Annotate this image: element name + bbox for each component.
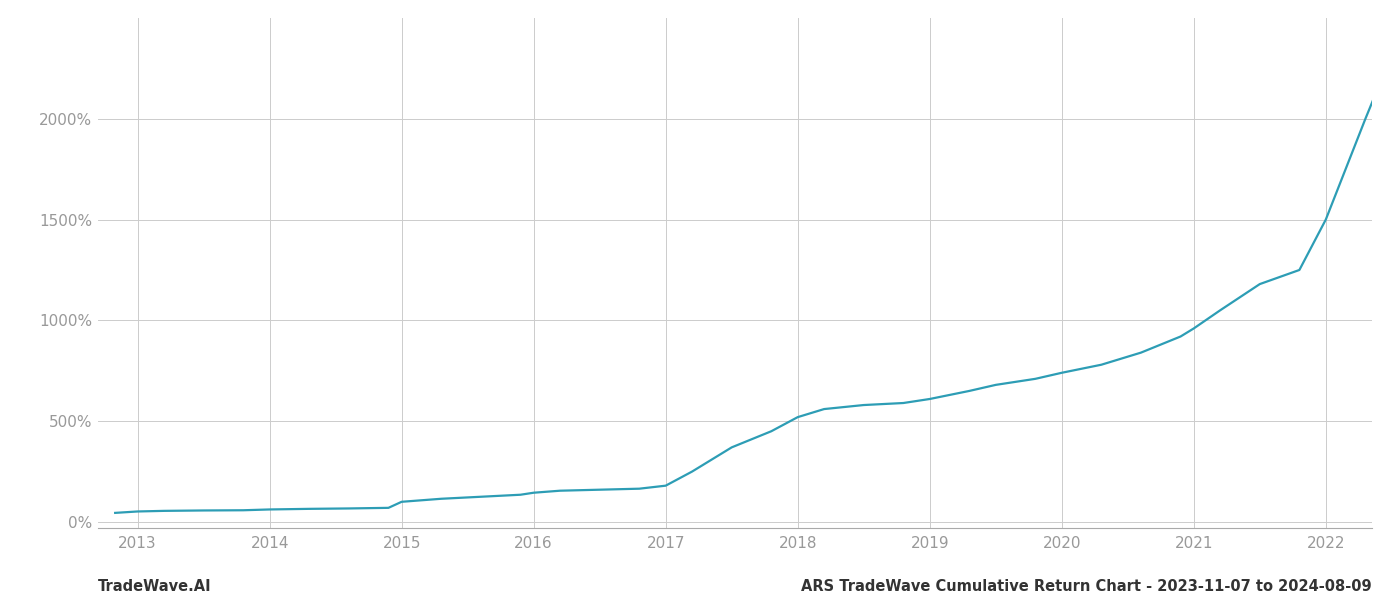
Text: ARS TradeWave Cumulative Return Chart - 2023-11-07 to 2024-08-09: ARS TradeWave Cumulative Return Chart - … <box>801 579 1372 594</box>
Text: TradeWave.AI: TradeWave.AI <box>98 579 211 594</box>
